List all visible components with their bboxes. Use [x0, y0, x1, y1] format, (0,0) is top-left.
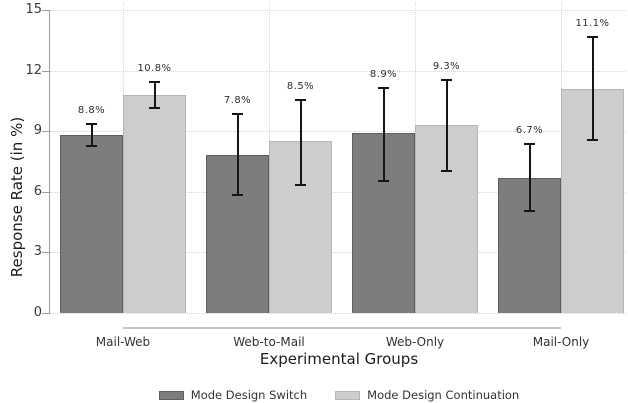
- value-label: 6.7%: [515, 125, 544, 137]
- error-bar-cap-top: [441, 78, 452, 81]
- y-tick: [42, 131, 49, 133]
- legend: Mode Design Switch Mode Design Continuati…: [50, 388, 628, 402]
- y-gridline: [50, 191, 626, 193]
- error-bar-line: [382, 86, 385, 182]
- value-label: 8.5%: [286, 80, 315, 92]
- y-tick-label: 0: [33, 305, 42, 320]
- error-bar-cap-top: [524, 143, 535, 146]
- legend-label: Mode Design Switch: [190, 388, 308, 402]
- error-bar-line: [591, 36, 594, 142]
- bar: [269, 141, 332, 313]
- y-gridline: [50, 313, 626, 314]
- bar: [60, 135, 123, 313]
- y-tick: [42, 313, 49, 314]
- y-gridline: [50, 131, 626, 133]
- error-bar-cap-bottom: [86, 145, 97, 148]
- error-bar-line: [90, 123, 93, 148]
- y-gridline: [50, 10, 626, 11]
- value-label: 8.9%: [369, 68, 398, 80]
- error-bar-line: [153, 80, 156, 109]
- x-tick-label: Web-Only: [385, 335, 445, 349]
- x-axis-title: Experimental Groups: [259, 350, 419, 368]
- error-bar-line: [445, 78, 448, 172]
- y-tick-label: 12: [25, 62, 42, 78]
- y-tick-label: 15: [25, 2, 42, 17]
- bar: [498, 177, 561, 313]
- y-tick-label: 9: [33, 123, 42, 139]
- error-bar-cap-bottom: [587, 139, 598, 142]
- y-gridline: [50, 70, 626, 72]
- error-bar-line: [299, 98, 302, 186]
- y-tick: [42, 252, 49, 254]
- y-gridline: [50, 252, 626, 254]
- bar: [123, 94, 186, 313]
- y-axis-line: [49, 10, 50, 314]
- error-bar-cap-top: [295, 98, 306, 101]
- error-bar-cap-bottom: [149, 106, 160, 109]
- y-tick: [42, 10, 49, 11]
- x-axis-line: [123, 327, 561, 329]
- value-label: 8.8%: [77, 105, 106, 117]
- error-bar-cap-top: [86, 123, 97, 126]
- error-bar-cap-top: [587, 36, 598, 39]
- legend-swatch: [335, 390, 361, 400]
- error-bar-line: [528, 143, 531, 212]
- legend-item: Mode Design Continuation: [335, 388, 519, 402]
- error-bar-line: [236, 113, 239, 196]
- y-tick-label: 6: [33, 183, 42, 199]
- value-label: 9.3%: [432, 60, 461, 72]
- y-tick: [42, 70, 49, 72]
- x-tick-label: Mail-Web: [95, 335, 151, 349]
- error-bar-cap-bottom: [232, 193, 243, 196]
- legend-item: Mode Design Switch: [158, 388, 308, 402]
- legend-label: Mode Design Continuation: [367, 388, 520, 402]
- y-tick: [42, 191, 49, 193]
- value-label: 10.8%: [137, 62, 172, 74]
- y-tick-label: 3: [33, 244, 42, 260]
- error-bar-cap-top: [378, 86, 389, 89]
- error-bar-cap-top: [232, 113, 243, 116]
- x-tick-label: Web-to-Mail: [233, 335, 305, 349]
- error-bar-cap-bottom: [524, 210, 535, 212]
- error-bar-cap-bottom: [378, 179, 389, 182]
- x-tick-label: Mail-Only: [532, 335, 590, 349]
- error-bar-cap-bottom: [441, 169, 452, 172]
- error-bar-cap-bottom: [295, 183, 306, 186]
- error-bar-cap-top: [149, 80, 160, 83]
- legend-swatch: [158, 390, 184, 400]
- value-label: 11.1%: [575, 18, 610, 30]
- value-label: 7.8%: [223, 95, 252, 107]
